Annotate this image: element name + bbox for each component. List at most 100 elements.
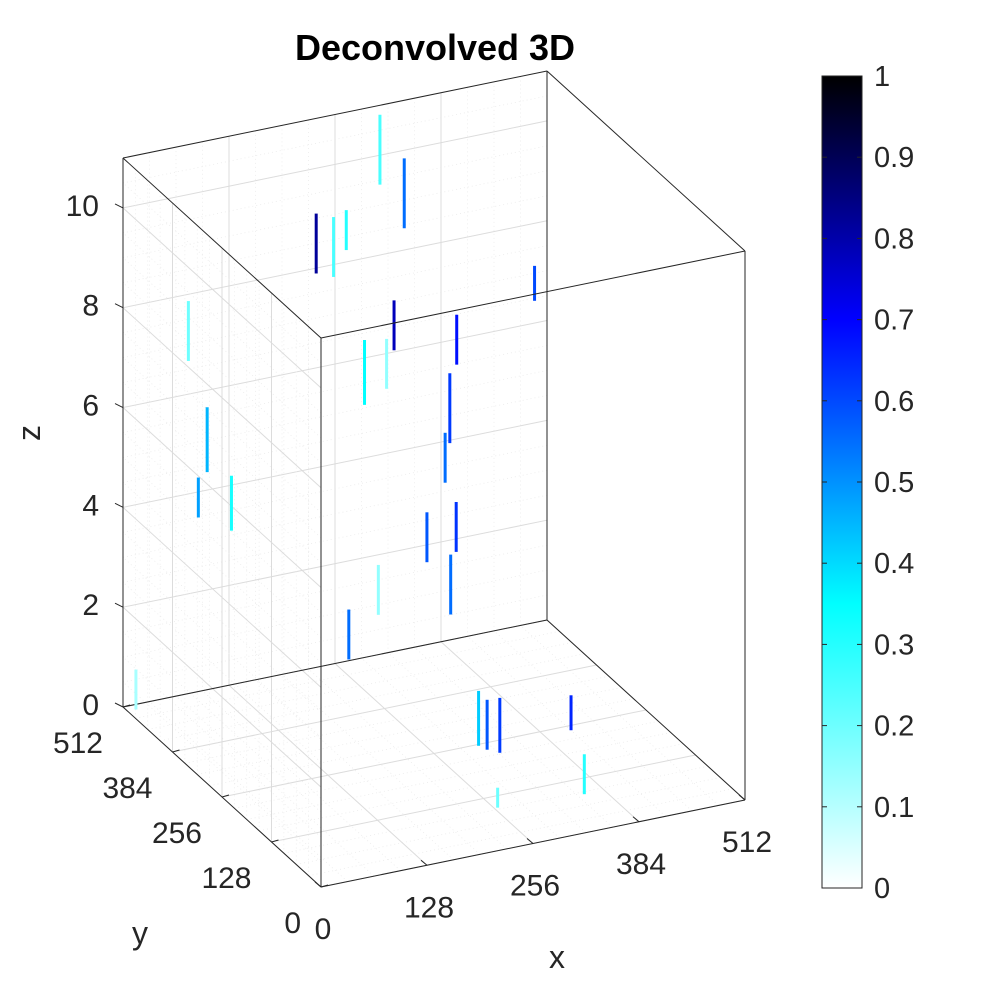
tick-mark	[420, 859, 428, 866]
colorbar: 0 0.1 0.2 0.3 0.4 0.5 0.6 0.7 0.8 0.9 1	[821, 61, 914, 905]
tick-mark	[320, 884, 329, 888]
tick-mark	[114, 203, 124, 209]
x-tick-label: 512	[722, 826, 772, 859]
grid-line	[122, 419, 548, 508]
tick-mark	[114, 602, 124, 608]
minor-grid-line	[467, 636, 666, 817]
z-tick-label: 0	[82, 689, 99, 722]
tick-mark	[114, 502, 124, 508]
grid-line	[122, 606, 322, 788]
box-edge	[122, 157, 322, 339]
box-edge	[320, 250, 746, 339]
z-tick-label: 2	[82, 589, 99, 622]
tick-mark	[526, 838, 534, 844]
tick-mark	[122, 704, 131, 708]
colorbar-tick-label: 0.1	[874, 792, 914, 824]
colorbar-tick-label: 0.9	[874, 142, 914, 174]
colorbar-bar	[821, 75, 863, 889]
minor-grid-line	[122, 332, 322, 513]
colorbar-tick-label: 0	[874, 873, 890, 905]
chart-title: Deconvolved 3D	[295, 27, 575, 68]
tick-mark	[114, 403, 124, 408]
minor-grid-line	[122, 457, 322, 638]
grid-line	[122, 407, 322, 588]
box-edge	[546, 70, 746, 252]
tick-mark	[221, 794, 230, 798]
minor-grid-line	[175, 695, 375, 877]
minor-grid-line	[281, 674, 481, 855]
minor-grid-line	[122, 257, 322, 439]
colorbar-ticks: 0 0.1 0.2 0.3 0.4 0.5 0.6 0.7 0.8 0.9 1	[822, 61, 914, 905]
minor-grid-line	[122, 482, 322, 663]
box-edge	[122, 70, 548, 159]
z-tick-label: 4	[82, 489, 99, 522]
minor-grid-line	[308, 668, 507, 850]
minor-grid-line	[255, 679, 454, 861]
colorbar-tick-label: 0.3	[874, 629, 914, 661]
tick-mark	[114, 702, 124, 708]
box-edge	[122, 619, 548, 708]
tick-mark	[738, 794, 746, 801]
axes-box-front	[122, 70, 746, 888]
y-tick-label: 128	[201, 862, 251, 895]
minor-grid-line	[149, 701, 348, 882]
minor-grid-line	[387, 652, 587, 833]
minor-grid-line	[122, 681, 322, 863]
minor-grid-line	[122, 656, 322, 838]
tick-mark	[314, 881, 322, 888]
grid-line	[271, 754, 696, 843]
grid-layer	[122, 71, 746, 888]
y-tick-label: 256	[152, 817, 202, 850]
tick-mark	[271, 839, 279, 843]
minor-grid-line	[520, 625, 719, 806]
y-axis-label: y	[132, 915, 148, 951]
box-edge	[546, 619, 746, 801]
y-tick-label: 384	[102, 772, 152, 805]
data-points	[134, 114, 586, 808]
y-tick-label: 0	[284, 907, 301, 940]
minor-grid-line	[361, 657, 560, 839]
x-axis-label: x	[549, 939, 565, 975]
minor-grid-line	[122, 357, 322, 538]
z-tick-label: 6	[82, 390, 99, 423]
grid-line	[122, 207, 322, 389]
colorbar-tick-label: 1	[874, 61, 890, 93]
x-tick-label: 128	[404, 891, 454, 924]
colorbar-tick-label: 0.4	[874, 548, 914, 580]
grid-line	[122, 320, 548, 409]
minor-grid-line	[122, 532, 322, 713]
minor-grid-line	[122, 282, 322, 464]
x-tick-label: 0	[315, 913, 332, 946]
x-tick-label: 256	[510, 870, 560, 903]
colorbar-tick-label: 0.6	[874, 386, 914, 418]
z-tick-label: 8	[82, 290, 99, 323]
grid-line	[172, 664, 597, 753]
colorbar-tick-label: 0.2	[874, 711, 914, 743]
colorbar-tick-label: 0.8	[874, 223, 914, 255]
grid-line	[221, 709, 647, 798]
x-tick-label: 384	[616, 848, 666, 881]
tick-mark	[632, 816, 640, 823]
colorbar-tick-label: 0.5	[874, 467, 914, 499]
grid-line	[122, 519, 548, 608]
axes-box-back	[122, 71, 548, 708]
colorbar-tick-label: 0.7	[874, 305, 914, 337]
minor-grid-line	[202, 690, 401, 871]
grid-line	[122, 307, 322, 489]
tick-mark	[114, 303, 124, 309]
minor-grid-line	[122, 631, 322, 813]
minor-grid-line	[122, 182, 322, 364]
tick-mark	[172, 749, 180, 753]
grid-line	[122, 506, 322, 688]
minor-grid-line	[122, 432, 322, 613]
minor-grid-line	[414, 646, 613, 828]
y-tick-label: 512	[53, 727, 103, 760]
minor-grid-line	[122, 232, 322, 414]
grid-line	[122, 120, 548, 209]
z-tick-label: 10	[66, 190, 99, 223]
minor-grid-line	[493, 630, 693, 812]
minor-grid-line	[122, 581, 322, 763]
minor-grid-line	[122, 382, 322, 563]
